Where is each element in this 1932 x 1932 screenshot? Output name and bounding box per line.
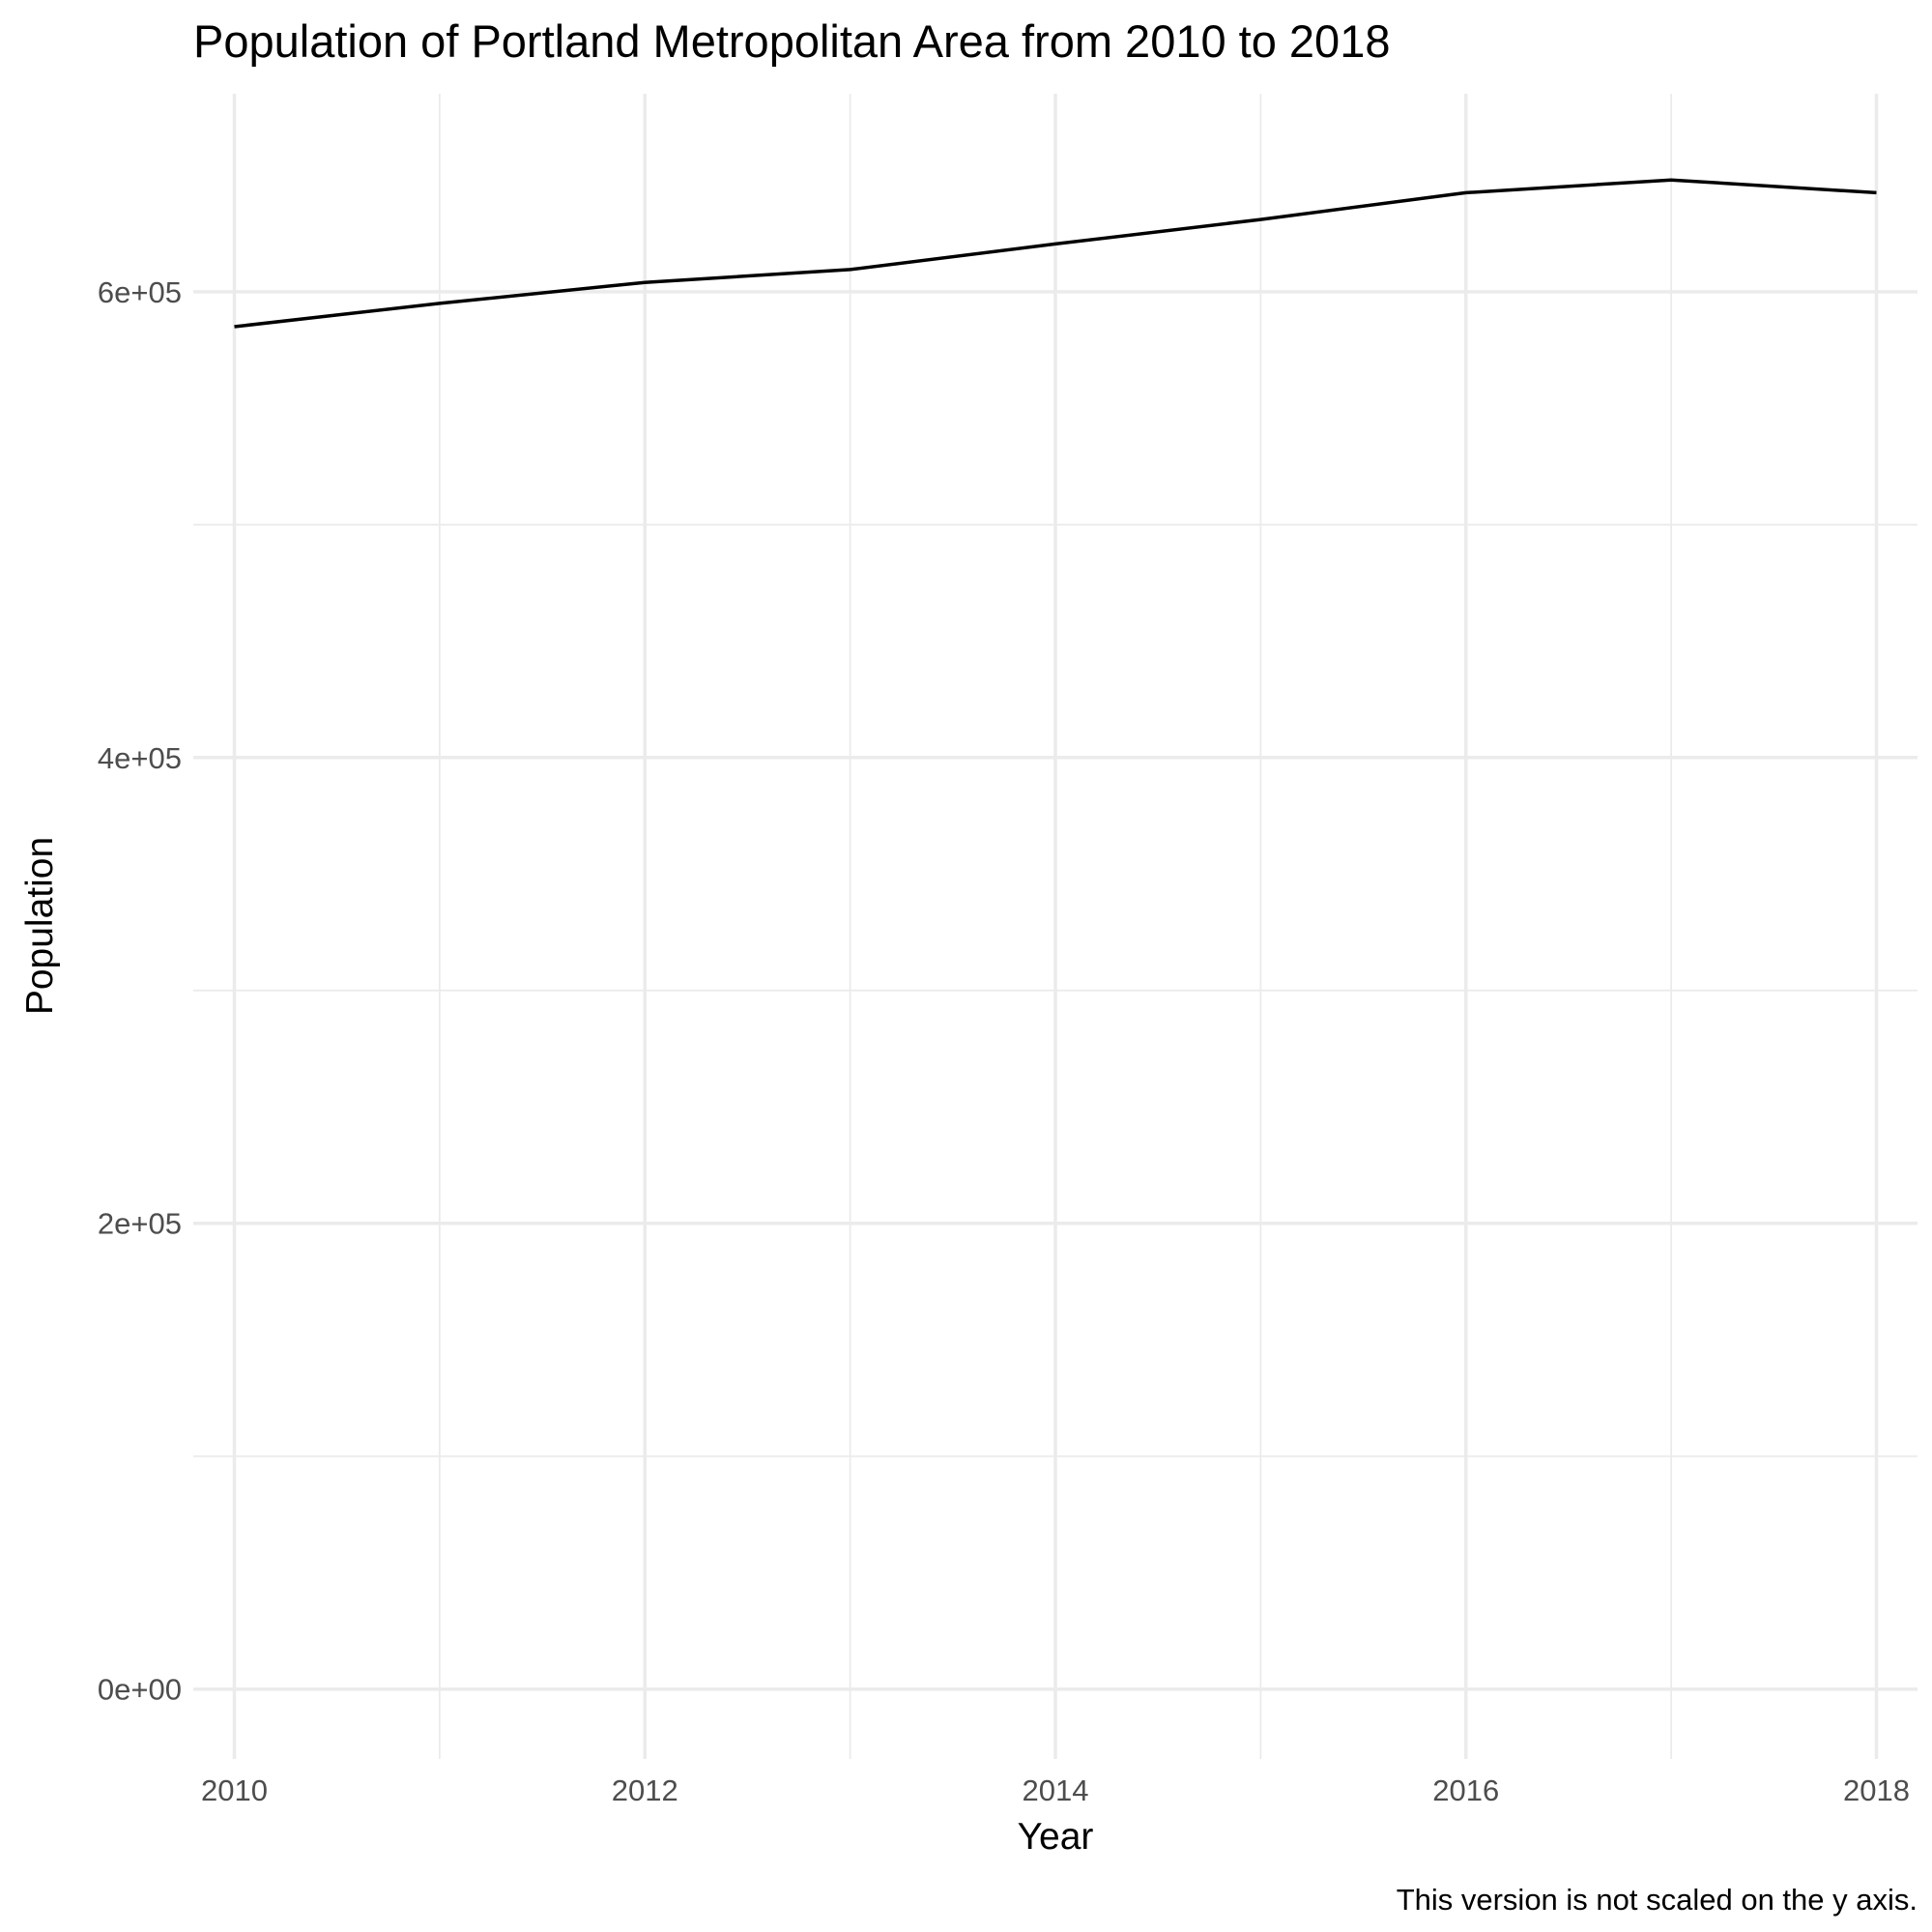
y-tick-label: 6e+05 <box>98 275 182 309</box>
y-axis-tick-labels: 0e+00 2e+05 4e+05 6e+05 <box>98 275 182 1707</box>
x-tick-label: 2016 <box>1432 1773 1499 1807</box>
x-tick-label: 2018 <box>1843 1773 1910 1807</box>
y-tick-label: 0e+00 <box>98 1673 182 1707</box>
population-line <box>234 178 1877 329</box>
x-tick-label: 2010 <box>201 1773 268 1807</box>
y-axis-title: Population <box>19 837 61 1015</box>
x-tick-label: 2014 <box>1023 1773 1089 1807</box>
x-tick-label: 2012 <box>612 1773 678 1807</box>
y-tick-label: 4e+05 <box>98 741 182 775</box>
series-layer <box>234 178 1877 329</box>
chart-caption: This version is not scaled on the y axis… <box>1397 1883 1918 1917</box>
y-tick-label: 2e+05 <box>98 1207 182 1241</box>
x-axis-tick-labels: 2010 2012 2014 2016 2018 <box>201 1773 1910 1807</box>
major-x-gridlines <box>232 94 1879 1759</box>
chart-title: Population of Portland Metropolitan Area… <box>193 15 1390 67</box>
x-axis-title: Year <box>1018 1816 1094 1858</box>
minor-x-gridlines <box>438 94 1673 1759</box>
